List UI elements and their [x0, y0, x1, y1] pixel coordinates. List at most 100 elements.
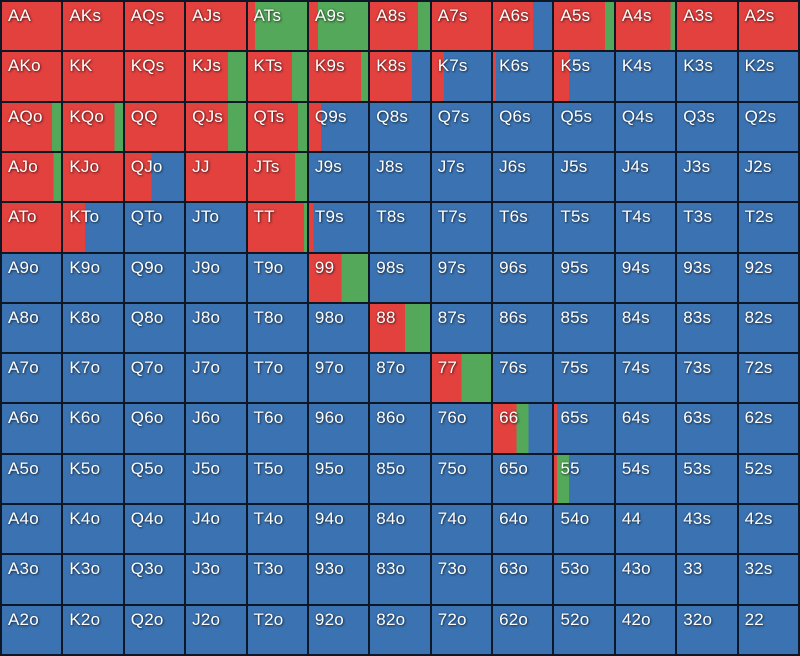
cell-QJo[interactable]: QJo [124, 152, 185, 202]
cell-T8o[interactable]: T8o [247, 303, 307, 353]
cell-T4s[interactable]: T4s [615, 203, 676, 252]
cell-33[interactable]: 33 [677, 555, 737, 604]
cell-82s[interactable]: 82s [738, 303, 798, 353]
cell-A9s[interactable]: A9s [308, 2, 369, 51]
cell-J5s[interactable]: J5s [554, 152, 614, 202]
cell-JTs[interactable]: JTs [247, 152, 307, 202]
cell-87s[interactable]: 87s [431, 303, 492, 353]
cell-Q5o[interactable]: Q5o [124, 454, 185, 504]
cell-65s[interactable]: 65s [554, 404, 614, 453]
cell-43o[interactable]: 43o [615, 555, 676, 604]
cell-85s[interactable]: 85s [554, 303, 614, 353]
cell-Q8o[interactable]: Q8o [124, 303, 185, 353]
cell-J4o[interactable]: J4o [186, 505, 246, 554]
cell-52o[interactable]: 52o [554, 605, 614, 654]
cell-Q7o[interactable]: Q7o [124, 354, 185, 403]
cell-A2o[interactable]: A2o [2, 605, 62, 654]
cell-K4s[interactable]: K4s [615, 52, 676, 101]
cell-Q7s[interactable]: Q7s [431, 102, 492, 151]
cell-KTo[interactable]: KTo [63, 203, 123, 252]
cell-K4o[interactable]: K4o [63, 505, 123, 554]
cell-A4s[interactable]: A4s [615, 2, 676, 51]
cell-42s[interactable]: 42s [738, 505, 798, 554]
cell-62o[interactable]: 62o [493, 605, 553, 654]
cell-Q3o[interactable]: Q3o [124, 555, 185, 604]
cell-K8o[interactable]: K8o [63, 303, 123, 353]
cell-K2o[interactable]: K2o [63, 605, 123, 654]
cell-75s[interactable]: 75s [554, 354, 614, 403]
cell-53o[interactable]: 53o [554, 555, 614, 604]
cell-T5s[interactable]: T5s [554, 203, 614, 252]
cell-Q2o[interactable]: Q2o [124, 605, 185, 654]
cell-J4s[interactable]: J4s [615, 152, 676, 202]
cell-Q4s[interactable]: Q4s [615, 102, 676, 151]
cell-T7o[interactable]: T7o [247, 354, 307, 403]
cell-82o[interactable]: 82o [370, 605, 430, 654]
cell-AJs[interactable]: AJs [186, 2, 246, 51]
cell-J3s[interactable]: J3s [677, 152, 737, 202]
cell-KQs[interactable]: KQs [124, 52, 185, 101]
cell-A7s[interactable]: A7s [431, 2, 492, 51]
cell-TT[interactable]: TT [247, 203, 307, 252]
cell-85o[interactable]: 85o [370, 454, 430, 504]
cell-KK[interactable]: KK [63, 52, 123, 101]
cell-88[interactable]: 88 [370, 303, 430, 353]
cell-T7s[interactable]: T7s [431, 203, 492, 252]
cell-64o[interactable]: 64o [493, 505, 553, 554]
cell-K9s[interactable]: K9s [308, 52, 369, 101]
cell-97o[interactable]: 97o [308, 354, 369, 403]
cell-99[interactable]: 99 [308, 253, 369, 302]
cell-42o[interactable]: 42o [615, 605, 676, 654]
cell-66[interactable]: 66 [493, 404, 553, 453]
cell-QTo[interactable]: QTo [124, 203, 185, 252]
cell-J9o[interactable]: J9o [186, 253, 246, 302]
cell-92o[interactable]: 92o [308, 605, 369, 654]
cell-KTs[interactable]: KTs [247, 52, 307, 101]
cell-94o[interactable]: 94o [308, 505, 369, 554]
cell-A3s[interactable]: A3s [677, 2, 737, 51]
cell-K8s[interactable]: K8s [370, 52, 430, 101]
cell-95s[interactable]: 95s [554, 253, 614, 302]
cell-A6s[interactable]: A6s [493, 2, 553, 51]
cell-KJs[interactable]: KJs [186, 52, 246, 101]
cell-QJs[interactable]: QJs [186, 102, 246, 151]
cell-Q4o[interactable]: Q4o [124, 505, 185, 554]
cell-T5o[interactable]: T5o [247, 454, 307, 504]
cell-98s[interactable]: 98s [370, 253, 430, 302]
cell-J2o[interactable]: J2o [186, 605, 246, 654]
cell-84s[interactable]: 84s [615, 303, 676, 353]
cell-AKs[interactable]: AKs [63, 2, 123, 51]
cell-63o[interactable]: 63o [493, 555, 553, 604]
cell-JTo[interactable]: JTo [186, 203, 246, 252]
cell-K6s[interactable]: K6s [493, 52, 553, 101]
cell-72o[interactable]: 72o [431, 605, 492, 654]
cell-Q5s[interactable]: Q5s [554, 102, 614, 151]
cell-86o[interactable]: 86o [370, 404, 430, 453]
cell-T3s[interactable]: T3s [677, 203, 737, 252]
cell-AA[interactable]: AA [2, 2, 62, 51]
cell-K2s[interactable]: K2s [738, 52, 798, 101]
cell-73s[interactable]: 73s [677, 354, 737, 403]
cell-T6s[interactable]: T6s [493, 203, 553, 252]
cell-T4o[interactable]: T4o [247, 505, 307, 554]
cell-64s[interactable]: 64s [615, 404, 676, 453]
cell-55[interactable]: 55 [554, 454, 614, 504]
cell-K5s[interactable]: K5s [554, 52, 614, 101]
cell-54o[interactable]: 54o [554, 505, 614, 554]
cell-75o[interactable]: 75o [431, 454, 492, 504]
cell-K7o[interactable]: K7o [63, 354, 123, 403]
cell-AJo[interactable]: AJo [2, 152, 62, 202]
cell-93s[interactable]: 93s [677, 253, 737, 302]
cell-A3o[interactable]: A3o [2, 555, 62, 604]
cell-AKo[interactable]: AKo [2, 52, 62, 101]
cell-96s[interactable]: 96s [493, 253, 553, 302]
cell-Q9o[interactable]: Q9o [124, 253, 185, 302]
cell-AQo[interactable]: AQo [2, 102, 62, 151]
cell-T2s[interactable]: T2s [738, 203, 798, 252]
cell-A6o[interactable]: A6o [2, 404, 62, 453]
cell-T6o[interactable]: T6o [247, 404, 307, 453]
cell-T3o[interactable]: T3o [247, 555, 307, 604]
cell-J9s[interactable]: J9s [308, 152, 369, 202]
cell-74o[interactable]: 74o [431, 505, 492, 554]
cell-86s[interactable]: 86s [493, 303, 553, 353]
